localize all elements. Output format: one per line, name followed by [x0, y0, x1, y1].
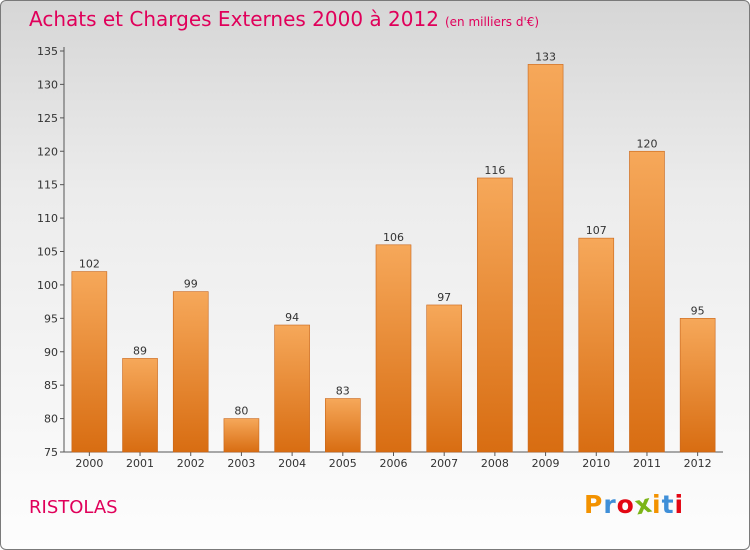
bar [629, 150, 665, 453]
x-tick-label: 2002 [177, 457, 205, 470]
bar [527, 64, 564, 453]
y-tick-label: 85 [44, 379, 58, 392]
bar [172, 291, 209, 453]
x-tick-label: 2001 [126, 457, 154, 470]
x-tick-label: 2009 [532, 457, 560, 470]
chart-unit: (en milliers d'€) [444, 15, 540, 29]
bar-value-label: 80 [234, 405, 248, 418]
bar-value-label: 116 [484, 164, 505, 177]
bar-value-label: 89 [133, 344, 147, 357]
bar [122, 358, 158, 453]
commune-name: RISTOLAS [29, 497, 118, 518]
y-tick-label: 90 [44, 346, 58, 359]
logo-letter: i [674, 490, 685, 519]
bar-value-label: 133 [535, 50, 556, 63]
bar-value-label: 97 [437, 291, 451, 304]
y-tick-label: 135 [37, 45, 58, 58]
bar [223, 418, 260, 453]
logo-letter: o [616, 490, 635, 519]
logo-letter: P [584, 490, 604, 519]
y-tick-label: 110 [37, 212, 58, 225]
axes: 75 80 85 90 95 100 105 110 115 120 125 130 135 2000 20… [37, 45, 723, 470]
bar-value-label: 95 [691, 304, 705, 317]
bar-value-label: 94 [285, 311, 299, 324]
proxiti-logo[interactable]: Proxiti [584, 489, 685, 521]
bar-value-label: 120 [636, 137, 657, 150]
x-tick-label: 2007 [430, 457, 458, 470]
x-tick-label: 2011 [633, 457, 661, 470]
bars: 102 89 99 80 94 83 106 97 116 133 107 120 95 [71, 50, 716, 453]
bar-value-label: 106 [383, 231, 404, 244]
y-tick-label: 130 [37, 78, 58, 91]
logo-letter: t [661, 490, 675, 519]
x-tick-label: 2003 [227, 457, 255, 470]
x-tick-label: 2008 [481, 457, 509, 470]
x-tick-label: 2004 [278, 457, 306, 470]
y-tick-label: 115 [37, 179, 58, 192]
logo-letter: i [652, 490, 662, 519]
chart-title: Achats et Charges Externes 2000 à 2012 (e… [29, 7, 540, 31]
y-tick-label: 105 [37, 246, 58, 259]
bar-value-label: 99 [184, 278, 198, 291]
x-tick-label: 2006 [380, 457, 408, 470]
x-tick-label: 2012 [684, 457, 712, 470]
bar-value-label: 107 [586, 224, 607, 237]
x-tick-label: 2010 [582, 457, 610, 470]
y-tick-label: 100 [37, 279, 58, 292]
bar [325, 398, 361, 453]
bar [375, 244, 412, 453]
bar [274, 324, 310, 453]
logo-letter: r [603, 490, 617, 519]
bar [679, 318, 716, 453]
y-tick-label: 95 [44, 312, 58, 325]
bar-value-label: 102 [79, 258, 100, 271]
bar [578, 237, 615, 453]
y-tick-label: 80 [44, 413, 58, 426]
bar [477, 177, 513, 453]
x-tick-label: 2000 [75, 457, 103, 470]
y-tick-label: 125 [37, 112, 58, 125]
bar [71, 271, 108, 453]
y-tick-label: 75 [44, 446, 58, 459]
x-tick-label: 2005 [329, 457, 357, 470]
bar [426, 304, 462, 453]
y-tick-label: 120 [37, 145, 58, 158]
bar-value-label: 83 [336, 385, 350, 398]
